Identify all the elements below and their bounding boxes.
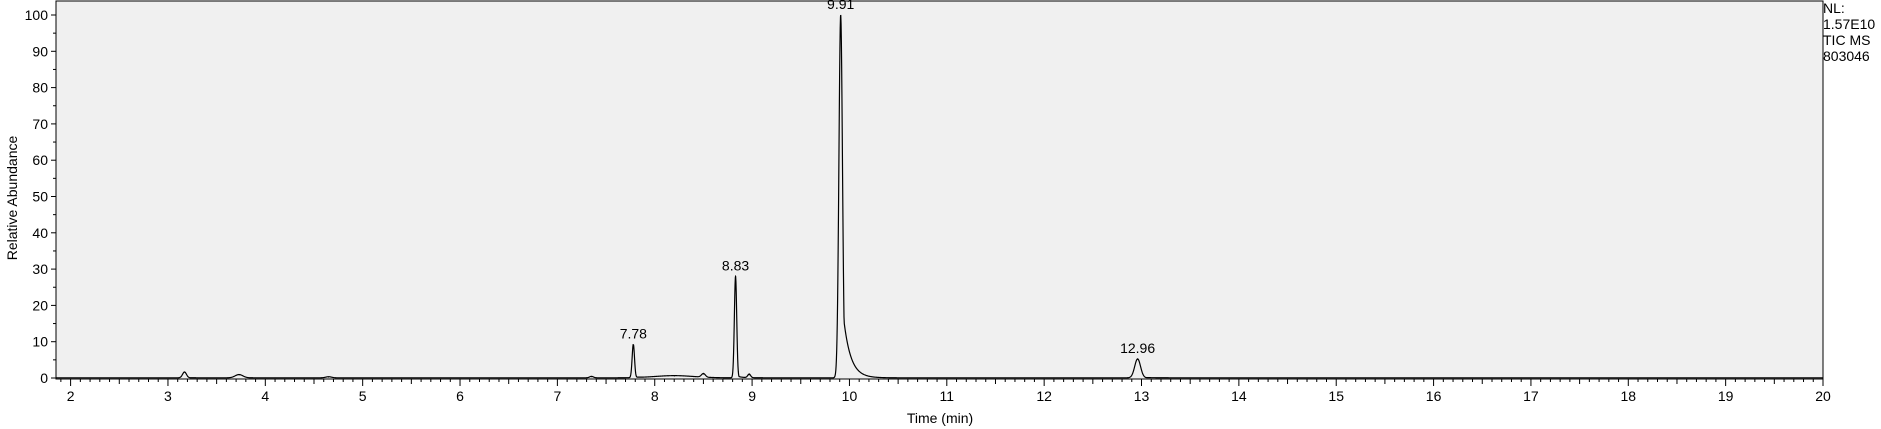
peak-label: 12.96 xyxy=(1120,340,1155,356)
x-tick-label: 7 xyxy=(553,388,561,404)
info-nl-value: 1.57E10 xyxy=(1823,16,1876,32)
x-tick-label: 12 xyxy=(1036,388,1052,404)
peak-label: 8.83 xyxy=(722,257,749,273)
peak-label: 7.78 xyxy=(620,326,647,342)
x-tick-label: 2 xyxy=(67,388,75,404)
y-axis-title: Relative Abundance xyxy=(4,136,20,261)
peak-label: 9.91 xyxy=(827,0,854,12)
tic-trace xyxy=(56,14,1823,379)
x-tick-label: 8 xyxy=(651,388,659,404)
y-tick-label: 10 xyxy=(32,334,48,350)
x-tick-label: 19 xyxy=(1718,388,1734,404)
x-tick-label: 20 xyxy=(1815,388,1831,404)
x-axis-ticks: 2 3 4 5 6 7 8 9 10 11 12 13 14 15 16 17 18 19 20 xyxy=(60,379,1831,404)
x-tick-label: 3 xyxy=(164,388,172,404)
y-tick-label: 70 xyxy=(32,116,48,132)
y-tick-label: 40 xyxy=(32,225,48,241)
info-file-id: 803046 xyxy=(1823,48,1870,64)
y-tick-label: 60 xyxy=(32,152,48,168)
plot-area xyxy=(55,0,1824,380)
y-tick-label: 30 xyxy=(32,261,48,277)
x-tick-label: 17 xyxy=(1523,388,1539,404)
y-tick-label: 80 xyxy=(32,80,48,96)
peak-labels: 7.78 8.83 9.91 12.96 xyxy=(620,0,1156,356)
y-tick-label: 50 xyxy=(32,189,48,205)
y-tick-label: 100 xyxy=(25,7,49,23)
x-tick-label: 18 xyxy=(1621,388,1637,404)
x-tick-label: 6 xyxy=(456,388,464,404)
x-tick-label: 15 xyxy=(1328,388,1344,404)
x-tick-label: 5 xyxy=(359,388,367,404)
y-axis-ticks: 0 10 20 30 40 50 60 70 80 90 100 xyxy=(25,7,56,386)
y-tick-label: 90 xyxy=(32,43,48,59)
x-tick-label: 10 xyxy=(842,388,858,404)
x-tick-label: 4 xyxy=(261,388,269,404)
x-tick-label: 13 xyxy=(1134,388,1150,404)
x-axis-title: Time (min) xyxy=(907,410,973,426)
x-tick-label: 14 xyxy=(1231,388,1247,404)
x-tick-label: 11 xyxy=(940,388,955,404)
info-nl-label: NL: xyxy=(1823,0,1845,16)
y-tick-label: 0 xyxy=(40,370,48,386)
y-tick-label: 20 xyxy=(32,297,48,313)
x-tick-label: 9 xyxy=(748,388,756,404)
x-tick-label: 16 xyxy=(1426,388,1442,404)
info-scan-type: TIC MS xyxy=(1823,32,1871,48)
